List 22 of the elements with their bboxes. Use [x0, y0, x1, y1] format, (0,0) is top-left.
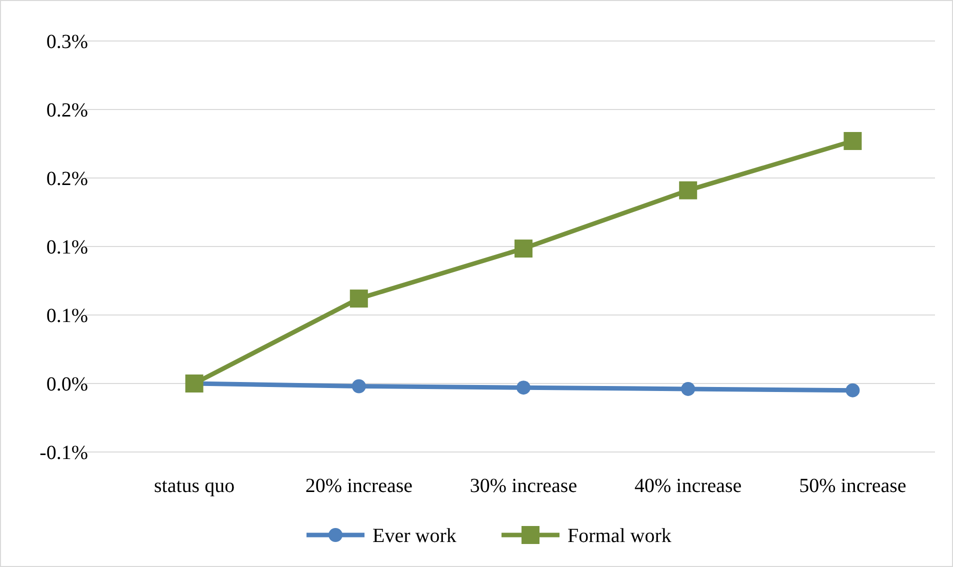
x-tick-label: status quo — [154, 475, 235, 497]
y-tick-label: 0.3% — [46, 31, 88, 53]
y-tick-label: 0.2% — [46, 168, 88, 190]
x-tick-label: 50% increase — [799, 475, 906, 497]
y-tick-label: 0.2% — [46, 100, 88, 122]
legend-label: Ever work — [372, 525, 456, 547]
legend-label: Formal work — [568, 525, 672, 547]
point — [352, 379, 366, 394]
point — [846, 383, 860, 398]
point — [350, 290, 368, 308]
point — [516, 380, 530, 395]
y-tick-label: 0.0% — [46, 374, 88, 396]
x-tick-label: 30% increase — [470, 475, 578, 497]
point — [681, 382, 696, 396]
y-tick-label: 0.1% — [46, 236, 88, 258]
point — [514, 240, 532, 258]
y-tick-label: -0.1% — [40, 442, 88, 464]
point — [844, 132, 862, 150]
point — [679, 181, 698, 200]
y-tick-label: 0.1% — [46, 305, 88, 327]
x-tick-label: 40% increase — [634, 475, 742, 497]
x-tick-label: 20% increase — [305, 475, 413, 497]
